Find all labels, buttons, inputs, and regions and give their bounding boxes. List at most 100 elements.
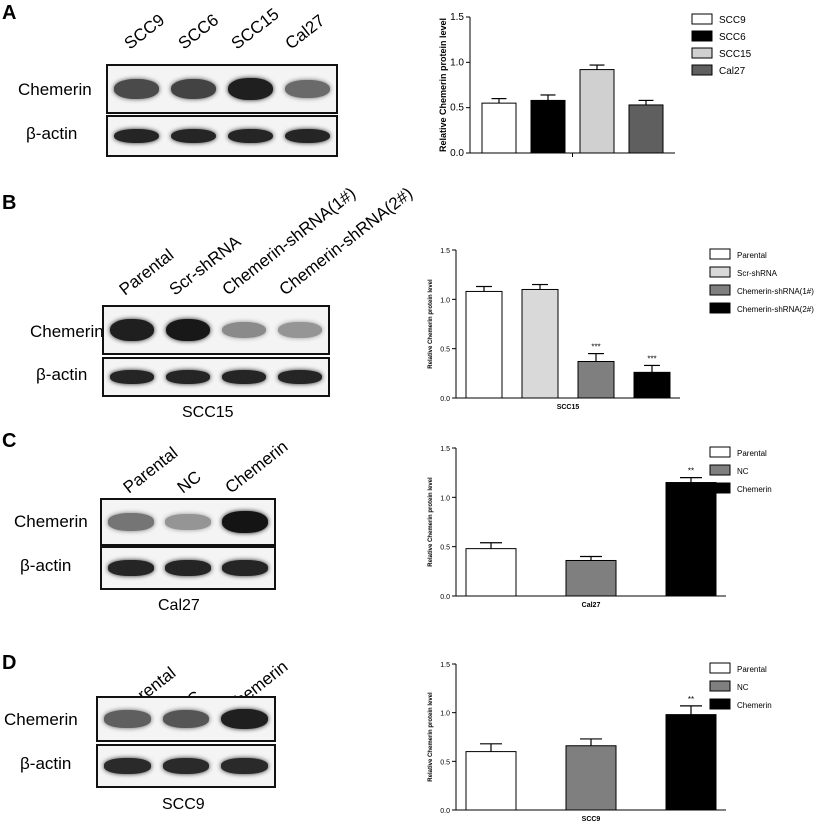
legend-label: SCC9 bbox=[719, 15, 746, 26]
legend-label: NC bbox=[737, 683, 749, 692]
legend-label: Scr-shRNA bbox=[737, 269, 778, 278]
legend-swatch bbox=[709, 464, 731, 476]
chemerin-band bbox=[284, 79, 331, 99]
y-tick-label: 0.0 bbox=[450, 148, 464, 159]
lane-label: NC bbox=[173, 467, 205, 498]
panel-a-letter: A bbox=[2, 2, 17, 24]
actin-band bbox=[109, 370, 155, 384]
y-tick-label: 1.0 bbox=[450, 57, 464, 68]
legend-label: SCC15 bbox=[719, 49, 752, 60]
chemerin-band bbox=[221, 321, 267, 339]
legend-swatch bbox=[709, 446, 731, 458]
legend-label: SCC6 bbox=[719, 32, 746, 43]
row-label-actin: β-actin bbox=[20, 754, 72, 773]
actin-band bbox=[277, 370, 323, 384]
chemerin-band bbox=[170, 78, 217, 100]
legend-swatch bbox=[709, 302, 731, 314]
bar-2 bbox=[577, 360, 615, 399]
legend-swatch bbox=[709, 248, 731, 260]
blot-target-strip bbox=[102, 305, 330, 355]
chemerin-band bbox=[113, 78, 160, 100]
bar-0 bbox=[481, 102, 517, 154]
blot-actin-strip bbox=[96, 744, 276, 788]
bar-2 bbox=[665, 482, 717, 597]
legend-swatch bbox=[709, 680, 731, 692]
y-axis-label: Relative Chemerin protein level bbox=[438, 18, 448, 152]
chart-d: 0.0 0.5 1.0 1.5 Relative Chemerin protein le… bbox=[428, 662, 772, 823]
legend-swatch bbox=[709, 698, 731, 710]
bar-0 bbox=[465, 548, 517, 597]
bar-3 bbox=[628, 104, 664, 154]
y-tick-label: 1.0 bbox=[440, 297, 450, 304]
actin-band bbox=[221, 370, 267, 384]
significance-label: *** bbox=[647, 354, 656, 363]
chart-c: 0.0 0.5 1.0 1.5 Relative Chemerin protein le… bbox=[428, 446, 772, 609]
bar-0 bbox=[465, 290, 503, 399]
y-tick-label: 1.5 bbox=[440, 446, 450, 453]
legend-label: Chemerin bbox=[737, 485, 772, 494]
chemerin-band bbox=[162, 710, 210, 728]
legend-swatch bbox=[691, 47, 713, 59]
row-label-chemerin: Chemerin bbox=[14, 512, 88, 531]
actin-band bbox=[222, 560, 269, 576]
chemerin-band bbox=[165, 514, 211, 530]
legend-swatch bbox=[691, 64, 713, 76]
panel-d-letter: D bbox=[2, 652, 17, 674]
actin-band bbox=[107, 560, 154, 576]
y-tick-label: 1.5 bbox=[440, 248, 450, 255]
y-tick-label: 1.0 bbox=[440, 495, 450, 502]
bar-2 bbox=[665, 714, 717, 811]
x-axis-label: SCC9 bbox=[582, 816, 601, 823]
legend-swatch bbox=[709, 284, 731, 296]
actin-band bbox=[165, 560, 211, 576]
lane-label: Parental bbox=[119, 443, 182, 498]
blot-actin-strip bbox=[102, 357, 330, 397]
blot-target-strip bbox=[96, 696, 276, 742]
blot-target-strip bbox=[100, 498, 276, 546]
y-tick-label: 0.0 bbox=[440, 808, 450, 815]
actin-band bbox=[113, 128, 160, 144]
y-axis-label: Relative Chemerin protein level bbox=[428, 477, 434, 567]
blot-actin-strip bbox=[106, 115, 338, 157]
legend-label: Cal27 bbox=[719, 66, 746, 77]
chemerin-band bbox=[227, 77, 274, 101]
significance-label: *** bbox=[591, 343, 600, 352]
lane-label: SCC6 bbox=[174, 10, 223, 54]
chemerin-band bbox=[277, 321, 323, 339]
y-tick-label: 0.0 bbox=[440, 396, 450, 403]
actin-band bbox=[227, 128, 274, 144]
y-tick-label: 0.0 bbox=[440, 594, 450, 601]
row-label-chemerin: Chemerin bbox=[30, 322, 104, 341]
x-axis-label: Cal27 bbox=[582, 602, 601, 609]
legend-swatch bbox=[709, 662, 731, 674]
legend-swatch bbox=[691, 30, 713, 42]
legend-label: NC bbox=[737, 467, 749, 476]
significance-label: ** bbox=[688, 695, 694, 704]
chart-b: 0.0 0.5 1.0 1.5 Relative Chemerin protein le… bbox=[428, 248, 814, 411]
chemerin-band bbox=[222, 511, 269, 533]
bar-1 bbox=[530, 99, 566, 154]
legend-label: Parental bbox=[737, 665, 767, 674]
chemerin-band bbox=[109, 318, 155, 342]
legend-label: Parental bbox=[737, 449, 767, 458]
bar-1 bbox=[565, 559, 617, 597]
chemerin-band bbox=[103, 710, 151, 728]
actin-band bbox=[103, 758, 151, 774]
panel-c-letter: C bbox=[2, 430, 17, 452]
chemerin-band bbox=[221, 708, 269, 730]
y-tick-label: 0.5 bbox=[450, 103, 464, 114]
legend-label: Chemerin-shRNA(1#) bbox=[737, 287, 814, 296]
bar-3 bbox=[633, 371, 671, 399]
lane-label: Cal27 bbox=[281, 10, 329, 54]
lane-label: SCC15 bbox=[227, 4, 283, 54]
cell-line-caption: SCC9 bbox=[162, 796, 205, 813]
significance-label: ** bbox=[688, 467, 694, 476]
legend-swatch bbox=[709, 266, 731, 278]
panel-b-letter: B bbox=[2, 192, 17, 214]
actin-band bbox=[221, 758, 269, 774]
actin-band bbox=[165, 370, 211, 384]
y-tick-label: 1.0 bbox=[440, 711, 450, 718]
y-tick-label: 0.5 bbox=[440, 545, 450, 552]
legend-label: Chemerin-shRNA(2#) bbox=[737, 305, 814, 314]
